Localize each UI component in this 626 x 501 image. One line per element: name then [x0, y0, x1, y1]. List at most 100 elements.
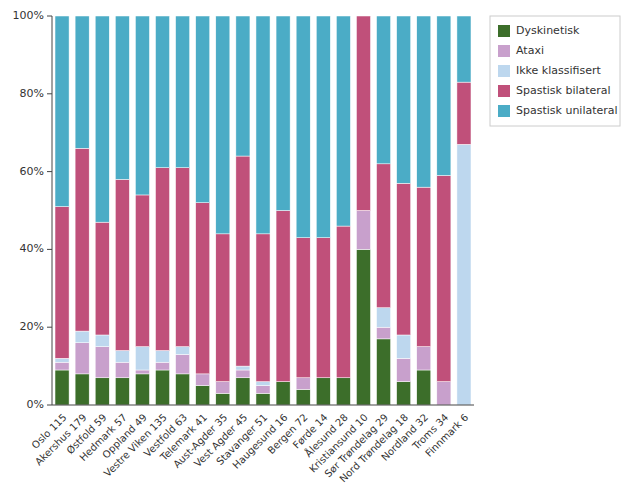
bar-segment [256, 16, 270, 234]
bar-segment [155, 168, 169, 351]
bar-segment [75, 331, 89, 343]
legend-swatch [498, 45, 510, 57]
bar-segment [356, 211, 370, 250]
axes: 0%20%40%60%80%100%Oslo 115Akershus 179Øs… [13, 9, 474, 485]
bar-segment [457, 16, 471, 82]
bar-segment [336, 226, 350, 378]
bar-segment [176, 374, 190, 405]
bar-segment [397, 183, 411, 335]
bar-segment [95, 347, 109, 378]
bar-segment [196, 203, 210, 374]
legend: DyskinetiskAtaxiIkke klassifisertSpastis… [490, 16, 620, 126]
bar-segment [95, 335, 109, 347]
bar-segment [276, 211, 290, 382]
bar-segment [135, 195, 149, 347]
bar-segment [75, 148, 89, 331]
bar-segment [196, 16, 210, 203]
bar-segment [95, 378, 109, 405]
bar-segment [115, 16, 129, 179]
bar-segment [216, 16, 230, 234]
bar-segment [336, 16, 350, 226]
bar-segment [236, 156, 250, 366]
bar-segment [55, 207, 69, 359]
bar-segment [236, 378, 250, 405]
bar-segment [236, 366, 250, 370]
series [55, 211, 451, 406]
bar-segment [417, 187, 431, 346]
bars [55, 16, 471, 405]
y-tick [47, 16, 52, 17]
bar-segment [115, 179, 129, 350]
y-tick-label: 40% [20, 242, 44, 255]
bar-segment [397, 16, 411, 183]
bar-segment [457, 82, 471, 144]
bar-segment [356, 16, 370, 17]
bar-segment [135, 370, 149, 374]
bar-segment [115, 351, 129, 363]
bar-segment [216, 234, 230, 382]
bar-segment [176, 16, 190, 168]
bar-segment [256, 382, 270, 386]
y-tick-label: 100% [13, 9, 44, 22]
bar-segment [176, 168, 190, 347]
bar-segment [236, 16, 250, 156]
bar-segment [216, 393, 230, 405]
bar-segment [336, 378, 350, 405]
bar-segment [155, 370, 169, 405]
bar-segment [155, 351, 169, 363]
bar-segment [377, 16, 391, 164]
bar-segment [457, 144, 471, 405]
legend-frame [490, 16, 620, 126]
bar-segment [176, 354, 190, 373]
legend-swatch [498, 65, 510, 77]
bar-segment [316, 238, 330, 378]
bar-segment [397, 358, 411, 381]
bar-segment [377, 339, 391, 405]
bar-segment [236, 370, 250, 378]
legend-swatch [498, 105, 510, 117]
bar-segment [75, 343, 89, 374]
bar-segment [256, 234, 270, 382]
bar-segment [397, 382, 411, 405]
bar-segment [377, 327, 391, 339]
y-tick [47, 405, 52, 406]
bar-segment [95, 16, 109, 222]
y-tick-label: 0% [27, 398, 44, 411]
bar-segment [256, 386, 270, 394]
bar-segment [135, 347, 149, 370]
bar-segment [276, 16, 290, 211]
series [55, 16, 471, 238]
y-tick-label: 60% [20, 165, 44, 178]
bar-segment [397, 335, 411, 358]
bar-segment [196, 374, 210, 386]
bar-segment [417, 347, 431, 370]
bar-segment [55, 358, 69, 362]
x-axis-line [52, 405, 474, 406]
y-tick [47, 171, 52, 172]
bar-segment [377, 164, 391, 308]
bar-segment [176, 347, 190, 355]
y-axis-line [52, 16, 53, 405]
bar-segment [75, 374, 89, 405]
bar-segment [155, 16, 169, 168]
y-tick [47, 249, 52, 250]
bar-segment [296, 378, 310, 390]
legend-swatch [498, 25, 510, 37]
bar-segment [135, 374, 149, 405]
bar-segment [296, 16, 310, 238]
bar-segment [95, 222, 109, 335]
bar-segment [276, 382, 290, 405]
bar-segment [356, 249, 370, 405]
bar-segment [437, 175, 451, 381]
legend-label: Dyskinetisk [516, 24, 580, 37]
bar-segment [55, 370, 69, 405]
legend-label: Ataxi [516, 44, 544, 57]
legend-swatch [498, 85, 510, 97]
y-tick-label: 80% [20, 87, 44, 100]
y-tick [47, 327, 52, 328]
y-tick-label: 20% [20, 320, 44, 333]
legend-label: Spastisk unilateral [516, 104, 618, 117]
bar-segment [55, 16, 69, 207]
bar-segment [296, 389, 310, 405]
bar-segment [155, 362, 169, 370]
